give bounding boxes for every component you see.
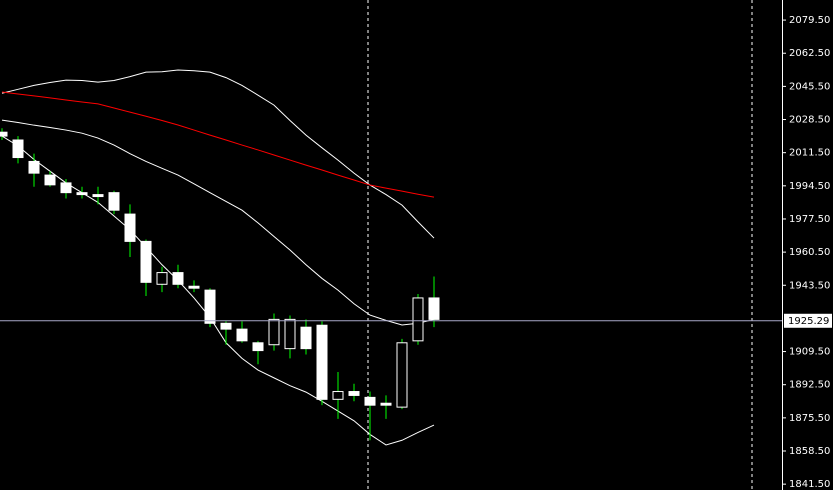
candle-body [252,342,264,352]
candle-body [28,160,40,174]
y-tick-label: 1858.50 [789,446,830,457]
y-tick-label: 1943.50 [789,280,830,291]
y-tick-label: 2028.50 [789,115,830,126]
y-tick-label: 1994.50 [789,181,830,192]
y-tick-label: 2045.50 [789,81,830,92]
candle-body [380,402,392,406]
candle-body [108,192,120,211]
current-price-label: 1925.29 [788,316,829,327]
y-tick-label: 1977.50 [789,214,830,225]
y-tick-label: 1841.50 [789,479,830,490]
candle-body [300,326,312,350]
candle-body [220,322,232,330]
y-tick-label: 2062.50 [789,48,830,59]
candle-body [124,213,136,242]
indicator-line [1,91,435,198]
y-tick-label: 2079.50 [789,15,830,26]
candle-body [204,289,216,324]
candle-body [316,324,328,400]
candle-body [412,297,424,342]
y-tick-label: 1892.50 [789,380,830,391]
candle-body [332,391,344,400]
y-tick-label: 1875.50 [789,413,830,424]
candle-body [348,391,360,396]
current-price-box [784,313,832,328]
candle-body [76,192,88,196]
candle-body [364,396,376,406]
candle-body [428,297,440,320]
candle-body [156,272,168,285]
y-tick-label: 2011.50 [789,148,830,159]
candle-body [60,182,72,194]
candle-body [44,174,56,186]
indicator-line [1,119,435,326]
indicator-line [1,135,435,446]
candle-body [236,328,248,342]
candle-body [172,272,184,285]
candle-body [140,240,152,283]
candle-body [0,131,8,137]
indicator-line [1,69,435,239]
candle-body [268,318,280,346]
candle-body [92,194,104,198]
candle-body [12,139,24,159]
y-tick-label: 1960.50 [789,247,830,258]
candle-body [284,318,296,350]
candle-body [396,342,408,408]
candle-body [188,285,200,289]
y-tick-label: 1909.50 [789,347,830,358]
